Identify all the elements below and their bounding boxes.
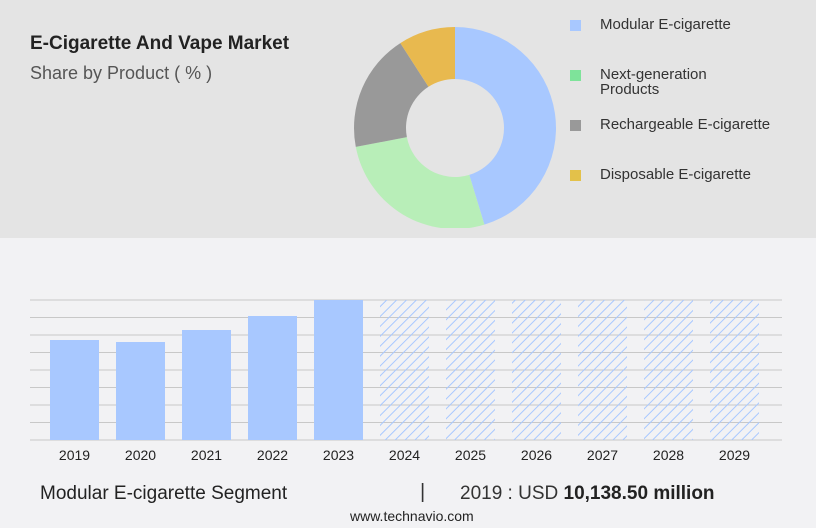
x-tick-label: 2021 [191, 447, 222, 463]
donut-slice [455, 27, 556, 225]
x-tick-label: 2027 [587, 447, 618, 463]
legend-item: Disposable E-cigarette [570, 167, 810, 199]
year-label: 2019 : USD [460, 483, 559, 504]
legend-label: Modular E-cigarette [600, 16, 731, 33]
legend-item: Modular E-cigarette [570, 17, 810, 49]
x-tick-label: 2020 [125, 447, 156, 463]
segment-label: Modular E-cigarette Segment [40, 483, 288, 504]
bar-2022 [248, 315, 297, 440]
x-tick-label: 2026 [521, 447, 552, 463]
x-tick-label: 2029 [719, 447, 750, 463]
x-tick-label: 2022 [257, 447, 288, 463]
value: 10,138.50 million [563, 483, 715, 504]
forecast-bar-2024 [380, 300, 429, 440]
separator: | [420, 481, 426, 503]
legend-label: Next-generation Products [600, 66, 707, 98]
bar-chart: 2019 2020 2021 2022 2023 2024 2025 2026 2027 2028… [30, 299, 782, 463]
legend: Modular E-cigarette Next-generation Prod… [570, 14, 810, 214]
legend-label: Rechargeable E-cigarette [600, 116, 771, 133]
legend-swatch [570, 170, 581, 181]
bar-2023 [314, 300, 363, 440]
chart-subtitle: Share by Product ( % ) [30, 63, 213, 83]
legend-swatch [570, 20, 581, 31]
donut-slice [355, 137, 485, 228]
source-url: www.technavio.com [350, 508, 474, 524]
forecast-bar-2025 [446, 300, 495, 440]
bar-2020 [116, 341, 165, 440]
x-tick-label: 2028 [653, 447, 684, 463]
bar-2021 [182, 330, 231, 440]
legend-item: Next-generation Products [570, 67, 810, 99]
donut-slice [400, 27, 455, 87]
legend-label: Disposable E-cigarette [600, 166, 751, 183]
legend-item: Rechargeable E-cigarette [570, 117, 810, 149]
chart-title: E-Cigarette And Vape Market [30, 33, 290, 54]
legend-swatch [570, 120, 581, 131]
x-tick-label: 2019 [59, 447, 90, 463]
donut-chart [354, 27, 556, 228]
forecast-bar-2029 [710, 300, 759, 440]
x-tick-label: 2023 [323, 447, 354, 463]
donut-slice [354, 43, 429, 147]
x-tick-label: 2024 [389, 447, 420, 463]
segment-value: 2019 : USD 10,138.50 million [460, 483, 715, 505]
forecast-bar-2026 [512, 300, 561, 440]
bar-2019 [50, 340, 99, 440]
forecast-bar-2027 [578, 300, 627, 440]
x-tick-label: 2025 [455, 447, 486, 463]
legend-swatch [570, 70, 581, 81]
forecast-bar-2028 [644, 300, 693, 440]
